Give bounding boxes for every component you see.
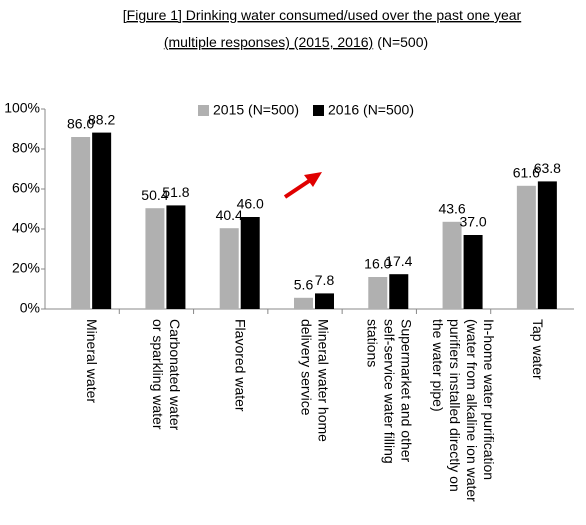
bar: [240, 217, 260, 309]
x-tick-label-line: the water pipe): [430, 319, 446, 412]
x-tick-label-line: purifiers installed directly on: [447, 319, 463, 492]
data-label: 63.8: [534, 160, 561, 176]
y-tick-label: 20%: [12, 260, 40, 276]
y-tick-label: 60%: [12, 180, 40, 196]
bar: [442, 221, 462, 309]
x-tick-label: Supermarket and otherself-service water …: [364, 319, 414, 464]
legend-label: 2015 (N=500): [213, 102, 299, 118]
bar: [166, 205, 186, 309]
x-tick-label: Tap water: [530, 319, 546, 380]
legend-swatch: [198, 105, 209, 116]
legend-swatch: [313, 105, 324, 116]
data-label: 86.0: [67, 116, 94, 132]
x-tick-label: Flavored water: [233, 319, 249, 412]
data-label: 61.6: [513, 165, 540, 181]
legend-label: 2016 (N=500): [328, 102, 414, 118]
x-tick-label-line: self-service water filling: [381, 319, 397, 464]
subtitle: (multiple responses) (2015, 2016): [164, 34, 373, 50]
data-label: 43.6: [438, 201, 465, 217]
x-tick-label-line: Carbonated water: [167, 319, 183, 431]
x-tick-label-line: stations: [364, 319, 380, 367]
x-tick-label: Mineral water: [84, 319, 100, 403]
arrow-shaft: [283, 177, 314, 199]
x-tick-label: Carbonated wateror sparkling water: [150, 319, 183, 431]
x-tick-label-line: (water from alkaline ion water: [464, 319, 480, 502]
bar: [463, 235, 483, 309]
arrow-head: [304, 172, 322, 187]
bar: [537, 181, 557, 309]
bar: [368, 277, 388, 309]
x-tick-label-line: In-home water purification: [481, 319, 497, 480]
data-label: 16.0: [364, 256, 391, 272]
data-label: 51.8: [162, 184, 189, 200]
trend-arrow: [283, 172, 322, 199]
y-tick-label: 80%: [12, 140, 40, 156]
x-tick-label-line: Supermarket and other: [398, 319, 414, 463]
bar: [315, 293, 334, 309]
bar: [516, 185, 536, 309]
x-tick-label-line: Mineral water: [84, 319, 100, 403]
x-tick-label: In-home water purification(water from al…: [430, 319, 497, 502]
data-label: 5.6: [294, 277, 314, 293]
x-tick-label-line: Mineral water home: [316, 319, 332, 442]
x-tick-label-line: delivery service: [299, 319, 315, 416]
data-label: 37.0: [459, 214, 486, 230]
legend: 2015 (N=500) 2016 (N=500): [198, 102, 414, 118]
data-label: 46.0: [237, 196, 264, 212]
y-tick-label: 40%: [12, 220, 40, 236]
chart-subtitle: (multiple responses) (2015, 2016) (N=500): [164, 34, 428, 50]
data-label: 7.8: [315, 272, 335, 288]
x-tick-label-line: or sparkling water: [150, 319, 166, 430]
bar: [71, 137, 91, 309]
subtitle-note: (N=500): [377, 34, 428, 50]
chart-title: [Figure 1] Drinking water consumed/used …: [123, 7, 522, 23]
bar: [219, 228, 239, 309]
y-tick-label: 100%: [4, 100, 40, 116]
y-tick-label: 0%: [20, 300, 40, 316]
bar: [294, 297, 313, 309]
x-tick-label-line: Flavored water: [233, 319, 249, 412]
x-tick-label: Mineral water homedelivery service: [299, 319, 332, 442]
data-label: 17.4: [385, 253, 412, 269]
data-label: 50.4: [141, 187, 168, 203]
data-label: 40.4: [216, 207, 243, 223]
data-label: 88.2: [88, 111, 115, 127]
bar: [389, 274, 409, 309]
bar: [92, 132, 112, 309]
bar: [145, 208, 165, 309]
x-tick-label-line: Tap water: [530, 319, 546, 380]
